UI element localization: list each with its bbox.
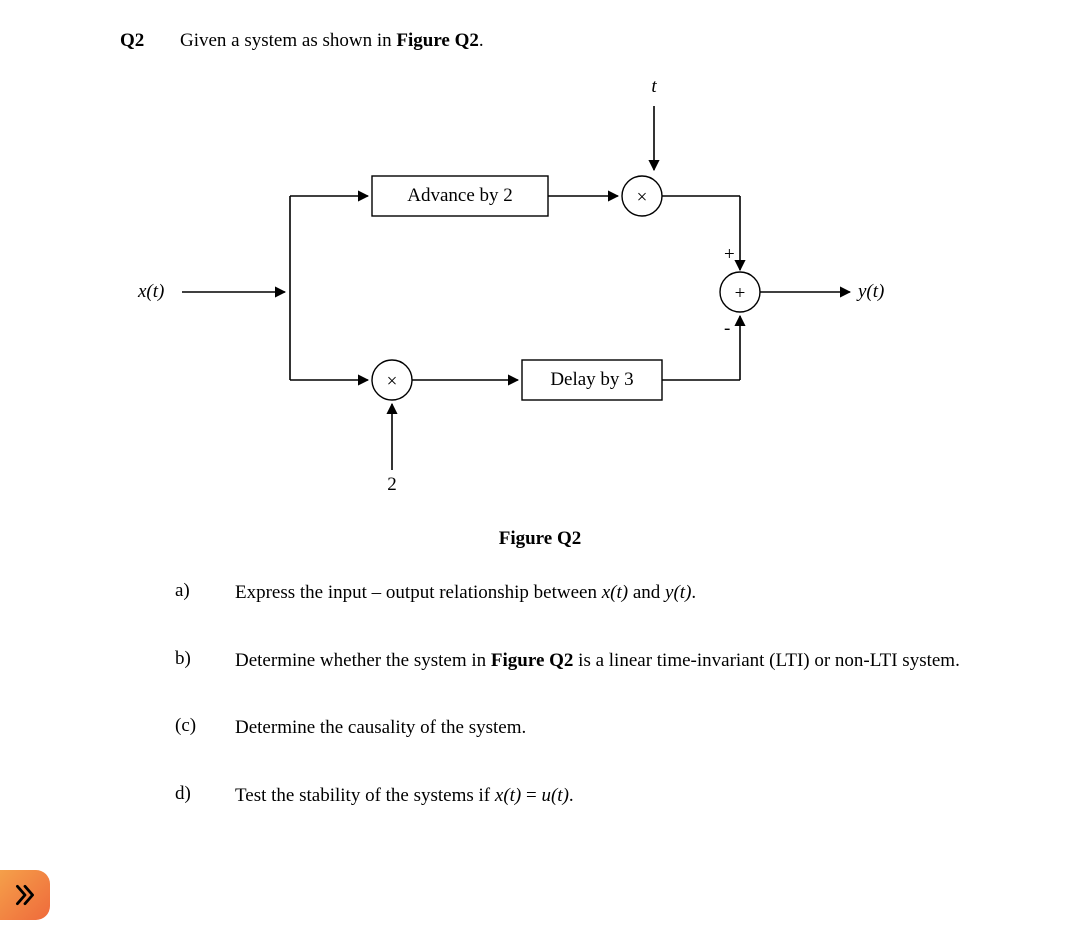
multiplier-bottom-symbol: × (387, 371, 398, 392)
part-c-label: (c) (175, 715, 235, 741)
part-c: (c) Determine the causality of the syste… (175, 715, 1045, 741)
part-b-label: b) (175, 648, 235, 674)
part-b-text: Determine whether the system in Figure Q… (235, 648, 1045, 674)
input-label: x(t) (137, 281, 164, 302)
part-a-label: a) (175, 580, 235, 606)
ext-input-label: t (651, 76, 657, 97)
block-diagram: x(t) Advance by 2 × t + + (130, 70, 950, 510)
const-label: 2 (387, 474, 397, 495)
sum-sign-bottom: - (724, 318, 730, 339)
question-number: Q2 (120, 30, 144, 52)
part-d-label: d) (175, 783, 235, 809)
multiplier-top-symbol: × (637, 187, 648, 208)
question-parts: a) Express the input – output relationsh… (175, 580, 1045, 809)
advance-block-label: Advance by 2 (407, 185, 513, 206)
sum-sign-top: + (724, 244, 735, 265)
question-prompt-pre: Given a system as shown in (180, 30, 396, 51)
summer-symbol: + (735, 283, 746, 304)
question-prompt-post: . (479, 30, 484, 51)
chevrons-right-icon (12, 882, 38, 908)
delay-block-label: Delay by 3 (550, 369, 633, 390)
part-d-text: Test the stability of the systems if x(t… (235, 783, 1045, 809)
part-a: a) Express the input – output relationsh… (175, 580, 1045, 606)
part-d: d) Test the stability of the systems if … (175, 783, 1045, 809)
question-prompt-ref: Figure Q2 (396, 30, 479, 51)
part-b: b) Determine whether the system in Figur… (175, 648, 1045, 674)
output-label: y(t) (856, 281, 884, 302)
figure-caption: Figure Q2 (0, 528, 1080, 550)
part-a-text: Express the input – output relationship … (235, 580, 1045, 606)
part-c-text: Determine the causality of the system. (235, 715, 1045, 741)
next-chevron-badge[interactable] (0, 870, 50, 920)
question-prompt: Given a system as shown in Figure Q2. (180, 30, 484, 52)
